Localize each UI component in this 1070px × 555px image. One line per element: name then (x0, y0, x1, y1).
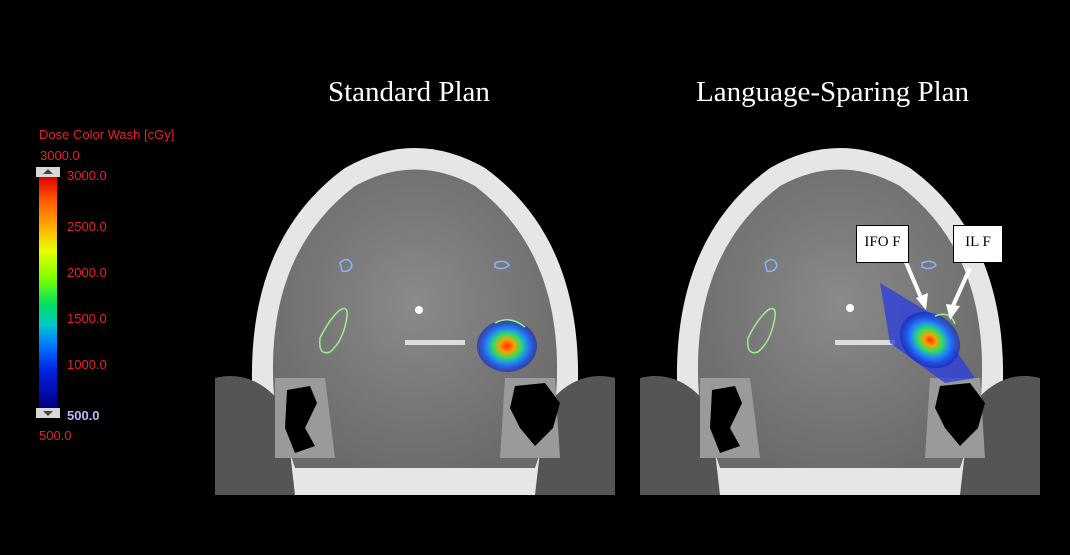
language-sparing-plan-ct-image (640, 148, 1040, 495)
brain (697, 169, 983, 468)
legend-tick-1500: 1500.0 (67, 311, 107, 326)
standard-plan-ct-image (215, 148, 615, 495)
il-label-text: IL F (965, 234, 991, 250)
legend-min-value: 500.0 (39, 428, 72, 443)
dose-legend-title: Dose Color Wash [cGy] (39, 127, 175, 142)
legend-max-value: 3000.0 (40, 148, 80, 163)
dose-color-bar (39, 177, 57, 408)
standard-plan-title: Standard Plan (328, 76, 490, 108)
legend-min-handle[interactable] (36, 408, 60, 418)
il-label-box: IL F (953, 225, 1003, 263)
legend-tick-1000: 1000.0 (67, 357, 107, 372)
legend-tick-3000: 3000.0 (67, 168, 107, 183)
legend-tick-500: 500.0 (67, 408, 100, 423)
legend-tick-2000: 2000.0 (67, 265, 107, 280)
ifo-label-text: IFO F (864, 234, 901, 250)
ifo-label-box: IFO F (856, 225, 909, 263)
brain (272, 169, 558, 468)
language-sparing-plan-title: Language-Sparing Plan (696, 76, 970, 108)
legend-max-handle[interactable] (36, 167, 60, 177)
legend-tick-2500: 2500.0 (67, 219, 107, 234)
